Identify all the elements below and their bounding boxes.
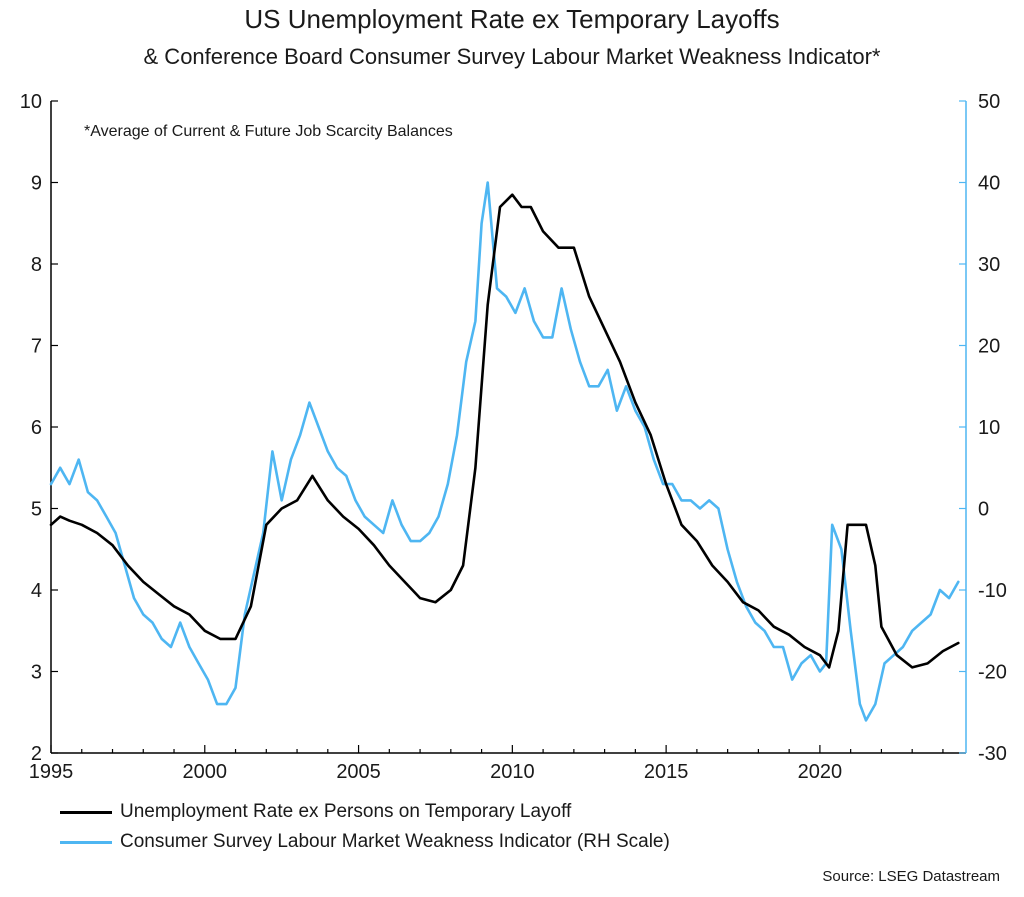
series-line-unemployment [49,193,960,669]
x-tick-label: 2010 [490,761,535,783]
left-tick-label: 3 [31,662,42,684]
x-tick-label: 2020 [798,761,843,783]
legend-label-weakness-indicator: Consumer Survey Labour Market Weakness I… [120,831,670,852]
right-tick-label: 40 [978,173,1000,195]
right-tick-label: 20 [978,336,1000,358]
right-tick-label: 0 [978,499,989,521]
left-tick-label: 9 [31,173,42,195]
right-tick-label: -10 [978,580,1007,602]
x-tick-label: 2000 [183,761,228,783]
left-tick-label: 2 [31,743,42,765]
left-tick-label: 8 [31,254,42,276]
source-note: Source: LSEG Datastream [822,868,1000,885]
right-tick-label: 50 [978,91,1000,113]
left-tick-label: 6 [31,417,42,439]
legend-item-unemployment: Unemployment Rate ex Persons on Temporar… [60,801,571,823]
left-tick-label: 10 [20,91,42,113]
x-tick-label: 2005 [336,761,381,783]
right-tick-label: -30 [978,743,1007,765]
legend-swatch-blue [60,840,112,844]
chart-title: US Unemployment Rate ex Temporary Layoff… [244,4,780,34]
x-tick-label: 2015 [644,761,689,783]
chart-annotation: *Average of Current & Future Job Scarcit… [84,123,453,140]
series-line-weakness-indicator [49,181,960,722]
legend-swatch-black [60,810,112,814]
legend-item-weakness-indicator: Consumer Survey Labour Market Weakness I… [60,831,670,853]
right-tick-label: -20 [978,662,1007,684]
left-tick-label: 5 [31,499,42,521]
left-tick-label: 7 [31,336,42,358]
right-tick-label: 10 [978,417,1000,439]
left-tick-label: 4 [31,580,42,602]
legend-label-unemployment: Unemployment Rate ex Persons on Temporar… [120,801,572,822]
chart-subtitle: & Conference Board Consumer Survey Labou… [143,44,881,69]
x-tick-label: 1995 [29,761,74,783]
right-tick-label: 30 [978,254,1000,276]
